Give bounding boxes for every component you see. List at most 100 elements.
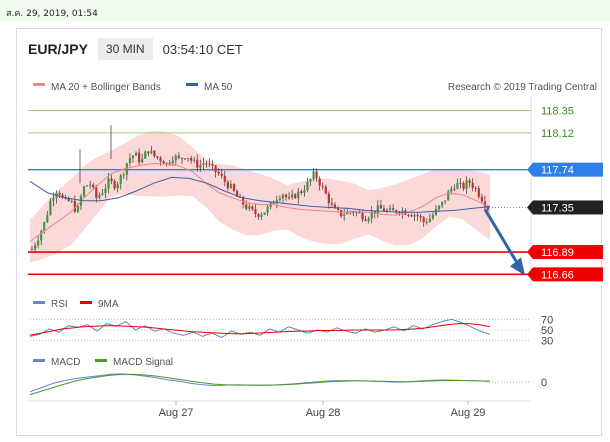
candle-body (40, 230, 43, 241)
candle-body (281, 194, 285, 199)
candle (425, 218, 428, 225)
candle-body (294, 194, 297, 199)
candle (95, 184, 98, 203)
candle (306, 177, 309, 193)
candle-body (229, 184, 233, 189)
candle-body (361, 212, 364, 220)
candle-body (456, 182, 459, 189)
candle-body (202, 163, 205, 165)
candle (477, 185, 480, 199)
candle (125, 162, 128, 181)
candle-body (168, 162, 171, 164)
candle-body (144, 151, 147, 159)
candle-body (211, 164, 214, 166)
candle (174, 153, 177, 166)
candle-body (49, 200, 52, 215)
candle-body (453, 188, 456, 190)
candle (373, 211, 376, 219)
candle-body (459, 182, 462, 184)
candle-body (266, 207, 269, 213)
top-bar: ส.ค. 29, 2019, 01:54 (0, 0, 610, 22)
price-label-118.12: 118.12 (541, 128, 574, 140)
candle (367, 216, 370, 224)
candle-body (33, 245, 37, 250)
rsi-tick-70: 70 (541, 314, 553, 326)
candle-body (95, 187, 98, 198)
price-tag-bg-116.66 (533, 267, 603, 282)
price-tag-pointer-116.66 (527, 267, 533, 282)
candle-body (471, 182, 474, 189)
bollinger-band (30, 131, 490, 263)
candle-body (150, 150, 153, 154)
candle (340, 209, 343, 219)
candle-body (275, 200, 278, 204)
candle-body (220, 173, 223, 176)
candle-body (376, 205, 379, 214)
candle (336, 206, 340, 212)
candle-body (440, 201, 444, 206)
candle-body (177, 155, 180, 158)
candle (303, 185, 306, 197)
candle (453, 184, 456, 192)
candle (474, 186, 477, 192)
price-label-118.35: 118.35 (541, 106, 574, 118)
candle-body (190, 158, 193, 161)
candles (30, 125, 490, 253)
candle-body (272, 202, 275, 204)
candle (300, 189, 303, 195)
candle (138, 148, 141, 167)
candle (248, 202, 251, 211)
candle-body (462, 183, 465, 189)
candle-body (346, 211, 349, 215)
rsi-legend: RSI 9MA (33, 299, 119, 310)
candle-body (67, 198, 70, 201)
candle (251, 205, 254, 212)
candle-body (297, 191, 300, 199)
bollinger-band-area (30, 131, 490, 263)
candle-body (82, 186, 86, 197)
candle (388, 204, 392, 211)
rsi-9ma-line (29, 323, 491, 336)
candle-body (205, 163, 208, 165)
macd-tick-0: 0 (541, 377, 547, 389)
candle-body (385, 209, 389, 212)
candle (46, 210, 49, 224)
candle-body (333, 204, 337, 209)
candle (330, 197, 334, 208)
candle-body (300, 191, 303, 193)
candle (214, 165, 217, 178)
candle-body (284, 194, 288, 198)
candle (444, 200, 447, 205)
timeframe-button[interactable]: 30 MIN (97, 38, 153, 60)
candle-body (64, 197, 67, 199)
candle (281, 193, 285, 203)
candle-body (392, 208, 395, 211)
main-legend: MA 20 + Bollinger Bands MA 50 Research ©… (33, 82, 597, 93)
candle (119, 173, 122, 190)
candle (73, 195, 76, 214)
candle-body (257, 214, 260, 217)
candle-body (101, 193, 104, 195)
macd-legend-swatch (33, 359, 45, 362)
candle-body (232, 184, 236, 192)
x-axis: Aug 27 Aug 28 Aug 29 (159, 401, 485, 419)
candle-body (358, 212, 361, 214)
candle (263, 212, 266, 216)
candle (315, 168, 318, 182)
candle (220, 169, 223, 179)
candle (217, 168, 220, 176)
candle (134, 151, 138, 156)
candle-body (214, 165, 217, 173)
forecast-arrow-shaft (483, 208, 520, 266)
candle (440, 201, 444, 208)
candle (30, 245, 34, 251)
candle-body (318, 178, 321, 186)
candle-body (125, 163, 128, 175)
candle (327, 191, 330, 209)
candle (229, 180, 233, 190)
candle (43, 221, 46, 234)
candle-body (58, 192, 61, 195)
candle-body (46, 214, 49, 223)
price-levels (28, 110, 531, 276)
